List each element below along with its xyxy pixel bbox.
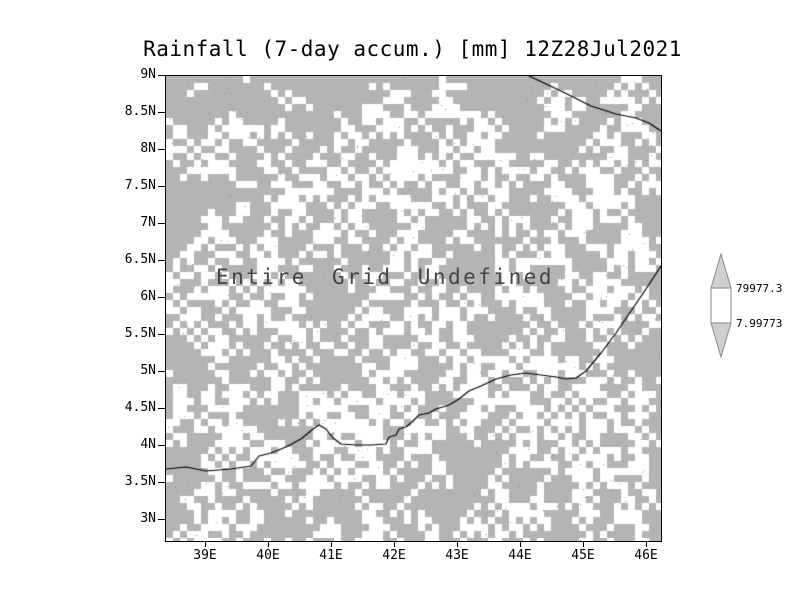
colorbar-arrow-up-icon xyxy=(710,252,732,289)
colorbar: 79977.3 7.99773 xyxy=(710,252,782,359)
y-tick-mark xyxy=(158,260,165,261)
y-tick-label: 6.5N xyxy=(124,252,156,267)
y-tick-label: 8.5N xyxy=(124,104,156,119)
y-tick-label: 4.5N xyxy=(124,400,156,415)
x-tick-label: 44E xyxy=(508,548,532,563)
plot-area-canvas xyxy=(166,76,661,541)
colorbar-arrow-down-icon xyxy=(710,322,732,359)
colorbar-label-lower: 7.99773 xyxy=(736,317,782,330)
y-tick-mark xyxy=(158,149,165,150)
y-tick-label: 6N xyxy=(140,289,156,304)
x-tick-label: 39E xyxy=(193,548,217,563)
y-tick-mark xyxy=(158,408,165,409)
y-tick-mark xyxy=(158,482,165,483)
colorbar-box xyxy=(710,287,732,324)
y-tick-label: 7.5N xyxy=(124,178,156,193)
x-tick-label: 45E xyxy=(571,548,595,563)
x-tick-label: 41E xyxy=(319,548,343,563)
y-tick-mark xyxy=(158,112,165,113)
y-tick-label: 7N xyxy=(140,215,156,230)
x-tick-label: 46E xyxy=(634,548,658,563)
y-tick-mark xyxy=(158,334,165,335)
plot-frame: Entire Grid Undefined xyxy=(165,75,662,542)
y-tick-mark xyxy=(158,297,165,298)
x-tick-label: 40E xyxy=(256,548,280,563)
y-tick-mark xyxy=(158,371,165,372)
y-tick-label: 5.5N xyxy=(124,326,156,341)
y-tick-mark xyxy=(158,519,165,520)
y-tick-label: 3N xyxy=(140,511,156,526)
y-tick-mark xyxy=(158,445,165,446)
y-tick-mark xyxy=(158,75,165,76)
y-tick-label: 8N xyxy=(140,141,156,156)
y-tick-label: 9N xyxy=(140,67,156,82)
colorbar-label-upper: 79977.3 xyxy=(736,282,782,295)
y-tick-label: 3.5N xyxy=(124,474,156,489)
undefined-grid-message: Entire Grid Undefined xyxy=(216,265,555,289)
chart-title: Rainfall (7-day accum.) [mm] 12Z28Jul202… xyxy=(143,37,682,61)
y-tick-mark xyxy=(158,186,165,187)
y-tick-mark xyxy=(158,223,165,224)
y-tick-label: 4N xyxy=(140,437,156,452)
y-tick-label: 5N xyxy=(140,363,156,378)
x-tick-label: 43E xyxy=(445,548,469,563)
x-tick-label: 42E xyxy=(382,548,406,563)
